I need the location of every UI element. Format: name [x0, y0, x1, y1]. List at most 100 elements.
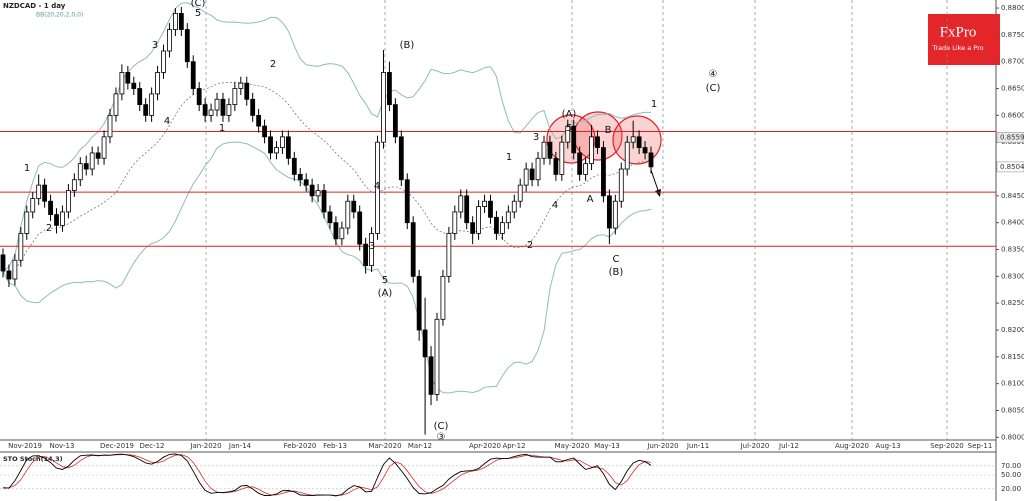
candle-body — [470, 222, 476, 234]
candle-body — [12, 259, 18, 280]
x-tick-label: Jan-14 — [228, 442, 252, 450]
candle-body — [577, 152, 583, 175]
candle-body — [505, 211, 511, 224]
candle-body — [250, 98, 256, 116]
x-tick-label: Apr-2020 — [469, 442, 501, 450]
candle-body — [612, 200, 618, 229]
candle-body — [54, 214, 59, 226]
y-tick-label: 0.8450 — [1001, 192, 1024, 200]
candle-body — [226, 104, 232, 116]
candle-body — [499, 222, 505, 234]
candle-body — [42, 184, 48, 202]
y-tick-label: 0.8300 — [1001, 272, 1024, 280]
candle-body — [262, 125, 267, 138]
brand-logo: FxPro Trade Like a Pro — [928, 14, 1000, 65]
candle-body — [232, 88, 238, 106]
y-tick-label: 0.8250 — [1001, 299, 1024, 307]
candle-body — [345, 200, 351, 229]
candle-body — [381, 72, 386, 143]
candle-body — [137, 88, 143, 106]
candle-body — [464, 195, 470, 224]
wave-label: ④ — [709, 69, 718, 80]
candle-body — [410, 222, 416, 277]
candle-body — [36, 184, 42, 199]
x-tick-label: Dec-12 — [140, 442, 165, 450]
candle-body — [143, 104, 149, 116]
candle-body — [482, 200, 487, 207]
candle-body — [95, 152, 101, 159]
candle-body — [624, 141, 630, 170]
wave-label: 2 — [46, 223, 52, 234]
wave-label: (C) — [706, 83, 721, 94]
x-tick-label: Jan-2020 — [189, 442, 221, 450]
x-tick-label: Apr-12 — [502, 442, 525, 450]
wave-label: ③ — [437, 432, 446, 443]
candle-body — [18, 233, 24, 261]
candle-body — [285, 136, 291, 159]
wave-label: 5 — [195, 8, 201, 19]
wave-label: 3 — [533, 132, 539, 143]
candle-body — [71, 179, 77, 191]
price-marker-label: 0.8504 — [1000, 163, 1024, 171]
candle-body — [529, 168, 535, 181]
candle-body — [434, 318, 440, 395]
x-tick-label: Aug-13 — [875, 442, 900, 450]
candle-body — [452, 211, 458, 234]
candle-body — [131, 82, 137, 89]
x-tick-label: May-13 — [594, 442, 620, 450]
candle-body — [595, 136, 600, 148]
wave-label: A — [587, 194, 594, 205]
x-tick-label: Feb-2020 — [284, 442, 317, 450]
x-tick-label: Nov-2019 — [8, 442, 42, 450]
candle-body — [601, 147, 606, 197]
price-marker-box — [996, 132, 1024, 143]
candle-body — [369, 233, 374, 267]
x-tick-label: May-2020 — [555, 442, 590, 450]
y-tick-label: 0.8400 — [1001, 219, 1024, 227]
y-tick-label: 0.8600 — [1001, 111, 1024, 119]
candle-body — [303, 179, 309, 186]
candle-body — [351, 200, 357, 213]
candle-body — [48, 200, 53, 216]
candle-body — [190, 61, 196, 89]
wave-label: 1 — [219, 123, 225, 134]
candle-body — [107, 114, 113, 138]
candle-body — [178, 13, 184, 30]
candle-body — [642, 147, 648, 154]
candle-body — [77, 163, 83, 181]
x-tick-label: Jun-11 — [686, 442, 709, 450]
candle-body — [387, 72, 392, 106]
candle-body — [220, 98, 226, 116]
x-tick-label: Mar-2020 — [368, 442, 401, 450]
x-tick-label: Sep-2020 — [930, 442, 964, 450]
candle-body — [24, 211, 30, 234]
wave-label: 2 — [270, 59, 276, 70]
stochastic-tick-label: 70.00 — [1001, 462, 1021, 470]
stochastic-tick-label: 20.00 — [1001, 485, 1021, 493]
x-tick-label: Jul-2020 — [740, 442, 770, 450]
candle-body — [476, 206, 481, 234]
chart-title: NZDCAD - 1 day — [3, 2, 66, 10]
y-tick-label: 0.8750 — [1001, 31, 1024, 39]
y-tick-label: 0.8800 — [1001, 4, 1024, 12]
candle-body — [238, 82, 244, 89]
wave-label: 4 — [552, 200, 558, 211]
wave-label: 5 — [566, 123, 572, 134]
candle-body — [488, 200, 493, 218]
wave-label: 3 — [369, 241, 375, 252]
candle-body — [65, 190, 71, 213]
wave-label: 1 — [506, 152, 512, 163]
bollinger-lower — [2, 141, 652, 394]
y-tick-label: 0.8000 — [1001, 433, 1024, 441]
candle-body — [416, 275, 422, 331]
candle-body — [440, 275, 446, 320]
y-tick-label: 0.8700 — [1001, 58, 1024, 66]
wave-label: (B) — [609, 267, 624, 278]
wave-label: (A) — [562, 109, 577, 120]
candle-body — [113, 93, 119, 116]
projection-arrow — [650, 169, 661, 197]
candle-body — [208, 109, 214, 116]
wave-label: 2 — [527, 240, 533, 251]
y-tick-label: 0.8050 — [1001, 406, 1024, 414]
